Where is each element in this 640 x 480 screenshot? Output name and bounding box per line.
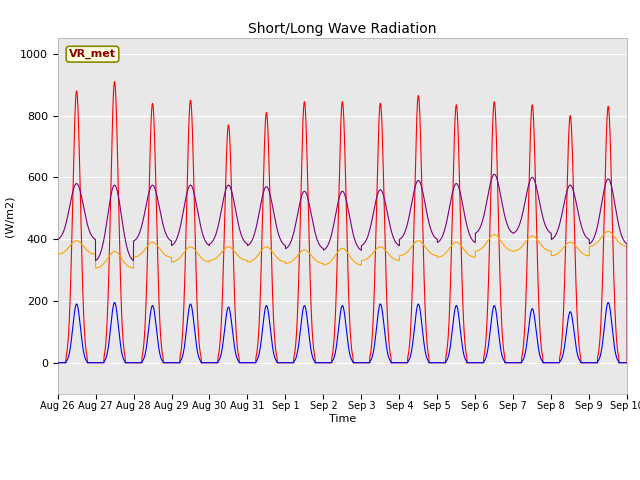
Y-axis label: (W/m2): (W/m2): [4, 195, 14, 237]
Text: VR_met: VR_met: [69, 49, 116, 60]
Legend: SW in, LW in, SW out, LW out: SW in, LW in, SW out, LW out: [189, 476, 495, 480]
Title: Short/Long Wave Radiation: Short/Long Wave Radiation: [248, 22, 436, 36]
X-axis label: Time: Time: [329, 414, 356, 424]
